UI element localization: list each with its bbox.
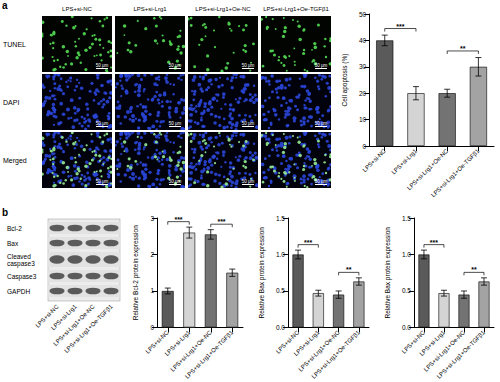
svg-text:10: 10 (359, 116, 367, 123)
svg-text:a: a (2, 0, 8, 11)
svg-text:0: 0 (363, 143, 367, 150)
svg-text:Relative Bax protein expressio: Relative Bax protein expression (258, 227, 266, 319)
svg-text:50 μm: 50 μm (315, 63, 328, 68)
svg-text:Bcl-2: Bcl-2 (7, 225, 22, 232)
svg-text:Relative Bax protein expressio: Relative Bax protein expression (384, 227, 392, 319)
svg-text:Relative Bcl-2 protein express: Relative Bcl-2 protein expression (132, 225, 140, 320)
svg-text:Bax: Bax (7, 240, 19, 247)
svg-text:50 μm: 50 μm (315, 179, 328, 184)
svg-text:b: b (2, 207, 8, 218)
svg-text:LPS+si-Lrg1+Oe-NC: LPS+si-Lrg1+Oe-NC (170, 329, 214, 373)
svg-text:50 μm: 50 μm (242, 121, 255, 126)
svg-text:2: 2 (150, 251, 154, 258)
svg-text:1.5: 1.5 (276, 215, 285, 222)
svg-text:20: 20 (359, 90, 367, 97)
svg-text:DAPI: DAPI (3, 99, 19, 106)
svg-text:***: *** (396, 23, 404, 30)
svg-text:50 μm: 50 μm (315, 121, 328, 126)
svg-text:caspase3: caspase3 (7, 260, 35, 268)
svg-text:LPS+si-Lrg1: LPS+si-Lrg1 (292, 329, 321, 357)
svg-text:LPS+si-Lrg1+Oe-NC: LPS+si-Lrg1+Oe-NC (422, 329, 467, 373)
svg-text:LPS+si-NC: LPS+si-NC (62, 6, 93, 12)
svg-text:LPS+si-Lrg1+Oe-TGFβ1: LPS+si-Lrg1+Oe-TGFβ1 (311, 329, 362, 380)
svg-text:50 μm: 50 μm (169, 179, 182, 184)
svg-text:50 μm: 50 μm (96, 63, 109, 68)
svg-text:50 μm: 50 μm (242, 63, 255, 68)
svg-text:**: ** (346, 266, 352, 273)
svg-text:0: 0 (150, 324, 154, 331)
svg-text:30: 30 (359, 63, 367, 70)
svg-text:3: 3 (150, 215, 154, 222)
svg-text:Cell apoptosis (%): Cell apoptosis (%) (341, 54, 349, 107)
svg-text:LPS+si-Lrg1+Oe-NC: LPS+si-Lrg1+Oe-NC (406, 147, 450, 192)
svg-text:0.0: 0.0 (276, 324, 285, 331)
svg-text:0.5: 0.5 (276, 287, 285, 294)
svg-text:***: *** (304, 239, 312, 246)
svg-text:LPS+si-Lrg1+Oe-TGFβ1: LPS+si-Lrg1+Oe-TGFβ1 (263, 6, 329, 12)
svg-text:1.0: 1.0 (402, 251, 411, 258)
svg-text:LPS+si-Lrg1+Oe-TGFβ1: LPS+si-Lrg1+Oe-TGFβ1 (184, 329, 235, 380)
svg-text:1.5: 1.5 (402, 215, 411, 222)
svg-text:LPS+si-Lrg1: LPS+si-Lrg1 (133, 6, 167, 12)
svg-text:1: 1 (150, 287, 154, 294)
svg-text:GAPDH: GAPDH (7, 288, 30, 295)
svg-text:LPS+si-Lrg1: LPS+si-Lrg1 (418, 329, 447, 357)
svg-text:Merged: Merged (3, 157, 27, 165)
svg-text:***: *** (430, 239, 438, 246)
svg-text:Cleaved: Cleaved (7, 253, 31, 260)
svg-text:LPS+si-Lrg1: LPS+si-Lrg1 (390, 147, 418, 175)
svg-text:1.0: 1.0 (276, 251, 285, 258)
svg-text:50 μm: 50 μm (96, 121, 109, 126)
svg-text:40: 40 (359, 37, 367, 44)
svg-text:LPS+si-NC: LPS+si-NC (274, 329, 301, 355)
svg-text:LPS+si-Lrg1+Oe-NC: LPS+si-Lrg1+Oe-NC (195, 6, 251, 12)
svg-text:LPS+si-NC: LPS+si-NC (362, 147, 388, 173)
svg-text:50 μm: 50 μm (169, 121, 182, 126)
svg-text:LPS+si-NC: LPS+si-NC (144, 329, 170, 355)
svg-text:LPS+si-NC: LPS+si-NC (34, 303, 60, 329)
svg-text:**: ** (460, 45, 466, 52)
svg-text:50: 50 (359, 11, 367, 18)
svg-text:50 μm: 50 μm (242, 179, 255, 184)
svg-text:LPS+si-Lrg1+Oe-NC: LPS+si-Lrg1+Oe-NC (52, 303, 96, 347)
svg-text:50 μm: 50 μm (169, 63, 182, 68)
svg-text:0.5: 0.5 (402, 287, 411, 294)
svg-text:50 μm: 50 μm (96, 179, 109, 184)
svg-text:LPS+si-NC: LPS+si-NC (400, 329, 427, 355)
svg-text:LPS+si-Lrg1+Oe-TGFβ1: LPS+si-Lrg1+Oe-TGFβ1 (436, 329, 487, 380)
svg-text:LPS+si-Lrg1+Oe-NC: LPS+si-Lrg1+Oe-NC (297, 329, 341, 373)
svg-text:0.0: 0.0 (402, 324, 411, 331)
svg-text:***: *** (174, 216, 182, 223)
svg-text:LPS+si-Lrg1+Oe-TGFβ1: LPS+si-Lrg1+Oe-TGFβ1 (63, 303, 114, 354)
svg-text:**: ** (471, 266, 477, 273)
svg-text:TUNEL: TUNEL (3, 41, 26, 48)
svg-text:Caspase3: Caspase3 (7, 273, 37, 281)
svg-text:LPS+si-Lrg1+Oe-TGFβ1: LPS+si-Lrg1+Oe-TGFβ1 (430, 147, 481, 198)
svg-text:***: *** (217, 218, 225, 225)
